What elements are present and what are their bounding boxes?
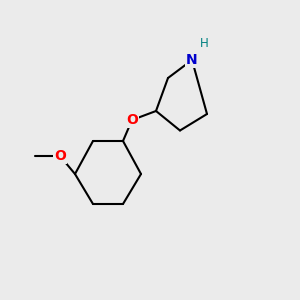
Text: N: N: [186, 53, 198, 67]
Text: O: O: [54, 149, 66, 163]
Text: H: H: [200, 37, 208, 50]
Text: O: O: [126, 113, 138, 127]
